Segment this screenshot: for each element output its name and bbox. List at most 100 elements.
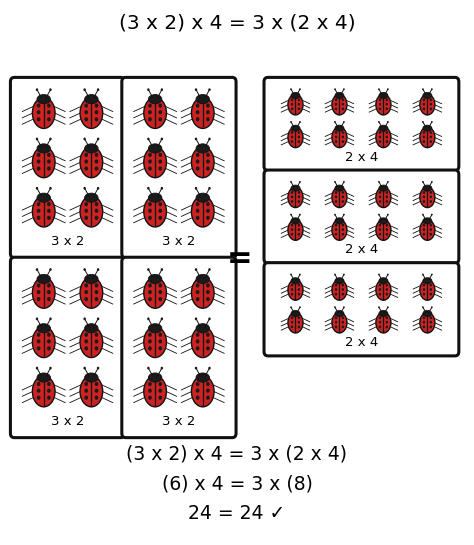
Circle shape <box>386 233 388 235</box>
Circle shape <box>47 396 51 400</box>
Circle shape <box>291 288 293 291</box>
Circle shape <box>335 196 337 198</box>
Circle shape <box>161 137 163 141</box>
Circle shape <box>342 321 344 324</box>
Circle shape <box>206 297 210 301</box>
Circle shape <box>147 268 150 271</box>
Ellipse shape <box>376 94 391 115</box>
Circle shape <box>37 396 40 400</box>
Circle shape <box>206 104 210 108</box>
Circle shape <box>378 88 380 90</box>
Text: 2 x 4: 2 x 4 <box>345 243 378 256</box>
Circle shape <box>196 209 200 213</box>
Circle shape <box>386 224 388 227</box>
Circle shape <box>386 140 388 143</box>
Circle shape <box>386 284 388 287</box>
Circle shape <box>429 103 432 106</box>
Circle shape <box>342 131 344 134</box>
Circle shape <box>379 224 381 227</box>
Ellipse shape <box>379 93 388 99</box>
Circle shape <box>429 140 432 143</box>
Circle shape <box>429 196 432 198</box>
Ellipse shape <box>148 144 162 153</box>
Circle shape <box>196 110 200 114</box>
Circle shape <box>158 297 162 301</box>
Ellipse shape <box>80 147 103 178</box>
Circle shape <box>196 389 200 393</box>
Circle shape <box>47 110 51 114</box>
Circle shape <box>47 153 51 157</box>
Circle shape <box>148 153 152 157</box>
Circle shape <box>291 317 293 319</box>
Circle shape <box>290 214 292 215</box>
Circle shape <box>298 325 300 328</box>
Circle shape <box>37 202 40 207</box>
Circle shape <box>84 209 88 213</box>
Circle shape <box>206 117 210 122</box>
Circle shape <box>298 321 300 324</box>
Circle shape <box>37 290 40 294</box>
Circle shape <box>429 136 432 138</box>
Circle shape <box>196 297 200 301</box>
Ellipse shape <box>291 125 300 131</box>
Circle shape <box>335 293 337 295</box>
Circle shape <box>36 137 38 141</box>
Circle shape <box>298 103 300 106</box>
Circle shape <box>291 200 293 203</box>
Circle shape <box>291 224 293 227</box>
Text: 3 x 2: 3 x 2 <box>51 415 84 428</box>
Circle shape <box>335 233 337 235</box>
Circle shape <box>84 332 88 337</box>
Circle shape <box>334 214 336 215</box>
Ellipse shape <box>420 220 435 240</box>
Circle shape <box>37 346 40 350</box>
Circle shape <box>84 283 88 288</box>
Circle shape <box>148 396 152 400</box>
Circle shape <box>298 224 300 227</box>
FancyBboxPatch shape <box>264 77 459 171</box>
Circle shape <box>290 88 292 90</box>
Circle shape <box>47 346 51 350</box>
Circle shape <box>299 181 301 183</box>
Circle shape <box>84 297 88 301</box>
Circle shape <box>429 228 432 231</box>
Circle shape <box>379 200 381 203</box>
Ellipse shape <box>144 196 166 227</box>
FancyBboxPatch shape <box>10 77 125 258</box>
Ellipse shape <box>332 127 347 148</box>
Circle shape <box>158 110 162 114</box>
Circle shape <box>148 283 152 288</box>
Circle shape <box>423 131 425 134</box>
Ellipse shape <box>291 311 300 317</box>
Circle shape <box>386 325 388 328</box>
Circle shape <box>83 268 86 271</box>
Ellipse shape <box>37 144 50 153</box>
Circle shape <box>158 153 162 157</box>
Circle shape <box>379 191 381 194</box>
Circle shape <box>299 306 301 308</box>
Ellipse shape <box>80 98 103 129</box>
Circle shape <box>36 268 38 271</box>
Circle shape <box>342 228 344 231</box>
Ellipse shape <box>379 125 388 131</box>
Circle shape <box>423 107 425 110</box>
Circle shape <box>147 367 150 370</box>
Ellipse shape <box>196 94 210 104</box>
Circle shape <box>158 339 162 343</box>
Ellipse shape <box>288 127 303 148</box>
Circle shape <box>386 136 388 138</box>
Circle shape <box>423 293 425 295</box>
Circle shape <box>429 317 432 319</box>
Ellipse shape <box>335 93 344 99</box>
Circle shape <box>148 209 152 213</box>
Ellipse shape <box>420 280 435 300</box>
Circle shape <box>95 389 98 393</box>
Circle shape <box>195 137 197 141</box>
Circle shape <box>335 284 337 287</box>
Circle shape <box>37 332 40 337</box>
Circle shape <box>47 216 51 220</box>
Circle shape <box>148 297 152 301</box>
Circle shape <box>49 187 52 190</box>
Ellipse shape <box>32 196 55 227</box>
Ellipse shape <box>332 94 347 115</box>
